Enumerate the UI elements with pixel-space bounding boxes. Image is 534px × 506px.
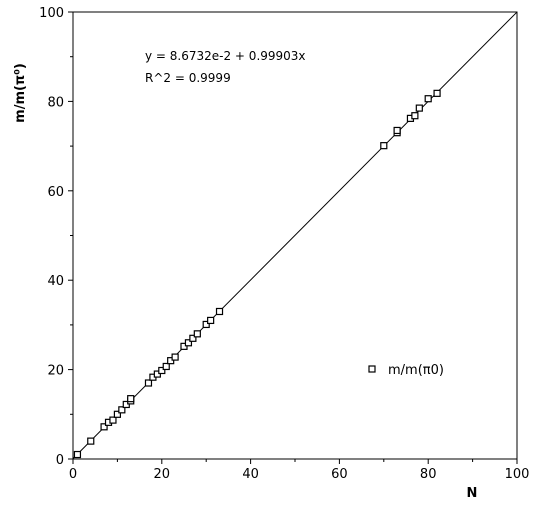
data-point [202, 320, 210, 329]
x-tick-label: 100 [505, 467, 530, 482]
data-point [193, 330, 201, 338]
data-point [184, 339, 193, 347]
legend-label: m/m(π0) [388, 363, 444, 378]
legend-marker [368, 365, 376, 373]
data-point [87, 437, 95, 445]
data-point [144, 379, 153, 387]
data-point [207, 316, 215, 325]
data-point [73, 450, 82, 459]
y-axis-title: m/m(π⁰) [13, 63, 28, 123]
fit-line-group [72, 11, 518, 459]
data-point [158, 366, 166, 375]
data-point [424, 95, 432, 103]
data-point [433, 89, 441, 97]
data-point [162, 362, 170, 371]
x-tick-label: 20 [154, 467, 171, 482]
axes: 0 20 40 60 80 100 0 20 40 60 80 100 [39, 6, 529, 482]
x-tick-label: 60 [331, 467, 348, 482]
data-point [393, 126, 401, 135]
y-tick-label: 0 [56, 453, 64, 468]
y-tick-label: 80 [47, 95, 64, 110]
data-point [113, 410, 122, 418]
x-tick-label: 0 [69, 467, 77, 482]
y-tick-label: 40 [47, 274, 64, 289]
annotation-r-squared: R^2 = 0.9999 [145, 71, 231, 85]
y-tick-label: 20 [47, 364, 64, 379]
data-point [109, 416, 117, 424]
x-tick-label: 80 [420, 467, 437, 482]
data-points [73, 89, 441, 459]
x-tick-label: 40 [242, 467, 259, 482]
x-axis-title: N [467, 486, 478, 501]
data-point [127, 395, 135, 403]
annotation-equation: y = 8.6732e-2 + 0.99903x [145, 49, 306, 63]
data-point [118, 406, 126, 414]
data-point [189, 334, 197, 342]
data-point [380, 142, 388, 150]
data-point [411, 112, 419, 120]
y-tick-label: 100 [39, 6, 64, 21]
data-point [171, 353, 179, 361]
legend: m/m(π0) [368, 363, 444, 378]
data-point [215, 307, 224, 316]
y-tick-label: 60 [47, 185, 64, 200]
fit-line [72, 11, 518, 459]
data-point [100, 423, 108, 431]
data-point [415, 104, 423, 112]
